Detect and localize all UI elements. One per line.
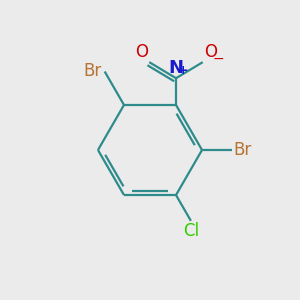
Text: N: N [169, 59, 184, 77]
Text: O: O [204, 43, 217, 61]
Text: O: O [135, 43, 148, 61]
Text: Br: Br [83, 62, 102, 80]
Text: Br: Br [233, 141, 251, 159]
Text: Cl: Cl [183, 222, 199, 240]
Text: −: − [212, 52, 224, 66]
Text: +: + [177, 64, 188, 77]
